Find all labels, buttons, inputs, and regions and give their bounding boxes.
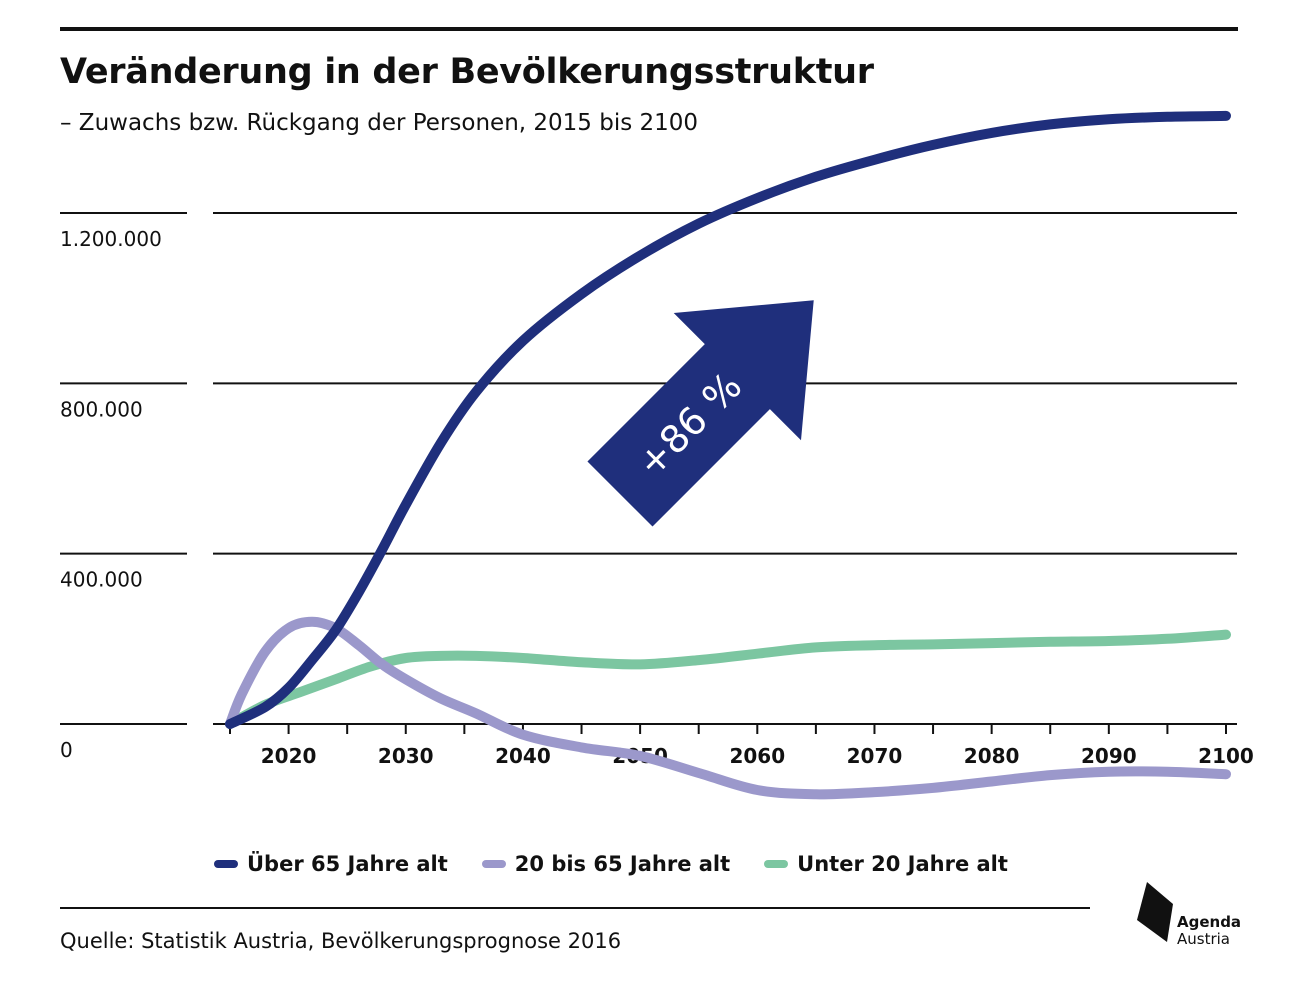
legend-label-20-bis-65: 20 bis 65 Jahre alt [514,852,731,876]
series-line-unter-20 [225,629,1231,729]
chart-subtitle: – Zuwachs bzw. Rückgang der Personen, 20… [60,110,699,136]
legend: Über 65 Jahre alt 20 bis 65 Jahre alt Un… [214,852,1042,876]
x-axis: 2020 2030 2040 2050 2060 2070 2080 2090 2100 [229,724,1254,768]
growth-arrow-shape [587,300,814,527]
x-tick-label: 2090 [1081,744,1137,768]
top-rule [60,27,1238,31]
source-note: Quelle: Statistik Austria, Bevölkerungsp… [60,929,622,953]
x-tick-label: 2080 [964,744,1020,768]
x-tick-label: 2030 [378,744,434,768]
growth-arrow-icon: +86 % [587,300,814,527]
logo-text-agenda: Agenda [1177,913,1242,931]
x-tick-label: 2060 [729,744,785,768]
legend-label-ueber-65: Über 65 Jahre alt [247,852,448,876]
logo-mark-icon [1137,882,1173,942]
y-tick-label: 400.000 [60,568,143,592]
legend-item-20-bis-65: 20 bis 65 Jahre alt [481,852,731,876]
x-tick-label: 2070 [847,744,903,768]
series-line-ueber-65 [225,110,1231,729]
x-tick-label: 2020 [261,744,317,768]
chart-title: Veränderung in der Bevölkerungsstruktur [60,52,874,92]
y-tick-label: 1.200.000 [60,227,162,251]
bottom-rule [60,907,1090,909]
legend-item-unter-20: Unter 20 Jahre alt [764,852,1008,876]
y-tick-label: 0 [60,738,73,762]
x-tick-label: 2100 [1198,744,1254,768]
y-tick-label: 800.000 [60,397,143,421]
legend-swatch-ueber-65 [214,860,238,868]
x-tick-label: 2040 [495,744,551,768]
series-line-20-bis-65 [225,616,1231,800]
agenda-austria-logo: Agenda Austria [1135,880,1245,950]
logo-text-austria: Austria [1177,930,1230,948]
legend-item-ueber-65: Über 65 Jahre alt [214,852,448,876]
legend-swatch-20-bis-65 [481,860,506,868]
legend-label-unter-20: Unter 20 Jahre alt [797,852,1008,876]
legend-swatch-unter-20 [764,860,789,868]
